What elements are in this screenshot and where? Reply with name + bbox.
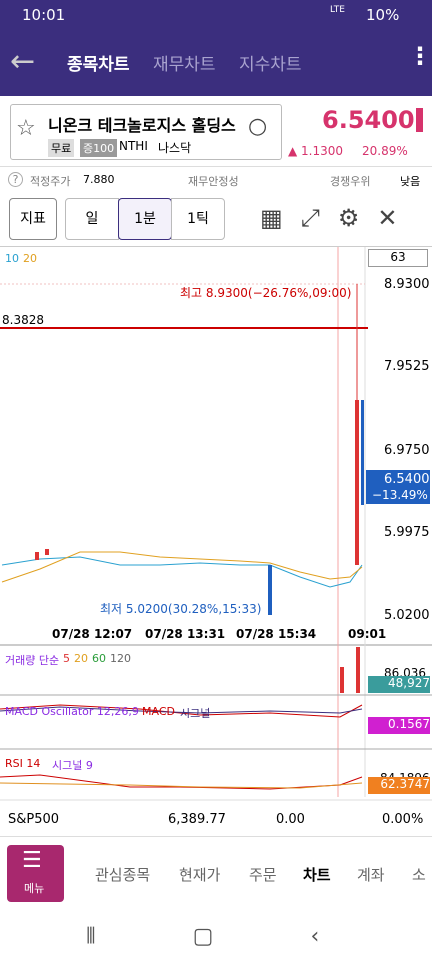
nav-item[interactable]: 소	[412, 866, 426, 884]
volume-ma: 120	[110, 652, 131, 665]
badge: 무료	[48, 139, 75, 157]
nav-item[interactable]: 현재가	[179, 866, 221, 884]
last-price: 6.5400	[384, 472, 430, 487]
menu-icon: ☰	[22, 848, 42, 873]
y-tick-label: 5.9975	[384, 525, 430, 540]
ma-line	[1, 551, 363, 583]
change-pct: 20.89%	[362, 144, 408, 158]
fair-label: 적정주가	[30, 175, 71, 188]
y-tick-label: 5.0200	[384, 608, 430, 623]
toolbar-button[interactable]: 일	[65, 198, 119, 240]
macd-label: MACD Oscillator 12,26,9	[5, 705, 139, 718]
more-button[interactable]: ⋮	[408, 42, 432, 70]
status-time: 10:01	[22, 6, 66, 24]
toolbar-button[interactable]: 1틱	[171, 198, 225, 240]
tab[interactable]: 종목차트	[67, 55, 130, 75]
status-lte: LTE	[330, 5, 345, 15]
help-icon[interactable]: ?	[8, 172, 23, 187]
count-box[interactable]: 63	[368, 249, 428, 267]
index-change: 0.00	[276, 812, 305, 827]
volume-bar	[356, 647, 360, 693]
price: 6.5400	[322, 106, 415, 134]
macd-name: MACD	[142, 705, 175, 718]
y-tick-label: 8.9300	[384, 277, 430, 292]
x-tick-label: 07/28 12:07	[52, 627, 133, 641]
price-bar	[416, 108, 423, 132]
toolbar-button[interactable]: 지표	[9, 198, 57, 240]
candle	[355, 400, 359, 565]
competitive: 경쟁우위	[330, 175, 371, 188]
status-battery: 10%	[366, 6, 400, 24]
stock-name: 니온크 테크놀로지스 홀딩스	[48, 116, 236, 135]
y-tick-label: 6.9750	[384, 443, 430, 458]
volume-label: 거래량 단순	[5, 654, 60, 667]
change: ▲ 1.1300	[288, 144, 344, 158]
candle	[35, 552, 39, 560]
toolbar-icons[interactable]: ▦⤢⚙✕	[260, 204, 416, 232]
tab[interactable]: 지수차트	[239, 55, 302, 75]
x-tick-label: 07/28 15:34	[236, 627, 317, 641]
divider	[0, 166, 432, 167]
system-nav[interactable]: ⦀ ▢ ‹	[86, 924, 320, 949]
rsi-last: 62.3747	[368, 777, 430, 794]
ma-label: 10	[5, 252, 19, 265]
candle	[361, 400, 364, 505]
index-name: S&P500	[8, 812, 60, 827]
header-bg	[0, 0, 432, 96]
high-label: 최고 8.9300(−26.76%,09:00)	[180, 286, 352, 300]
macd-last: 0.1567	[368, 717, 430, 734]
low-label: 최저 5.0200(30.28%,15:33)	[100, 602, 262, 616]
volume-last: 48,927	[368, 676, 430, 693]
last-box	[366, 470, 430, 504]
fair-value: 7.880	[83, 173, 115, 186]
badge: 증100	[80, 139, 118, 157]
index-pct: 0.00%	[382, 812, 424, 827]
ticker: NTHI	[119, 139, 148, 153]
candle	[45, 549, 49, 555]
level: 낮음	[400, 175, 421, 188]
nav-item[interactable]: 관심종목	[95, 866, 151, 884]
nav-item[interactable]: 주문	[249, 866, 277, 884]
volume-ma: 5	[63, 652, 70, 665]
menu-label: 메뉴	[24, 882, 45, 895]
index-value: 6,389.77	[168, 812, 226, 827]
x-tick-label: 07/28 13:31	[145, 627, 226, 641]
menu-button[interactable]	[7, 845, 64, 902]
macd-line	[0, 706, 363, 714]
star-icon[interactable]: ☆	[16, 116, 36, 141]
chart-area	[0, 247, 432, 801]
volume-ma: 20	[74, 652, 88, 665]
stock-box[interactable]	[10, 104, 282, 160]
rsi-line	[0, 782, 363, 789]
nav-item[interactable]: 차트	[303, 866, 331, 884]
last-pct: −13.49%	[372, 488, 428, 502]
ma-label: 20	[23, 252, 37, 265]
ma-line	[1, 556, 363, 588]
rsi-signal: 시그널 9	[52, 759, 93, 772]
macd-line	[0, 704, 363, 718]
volume-ma: 60	[92, 652, 106, 665]
reference-label: 8.3828	[2, 313, 44, 327]
search-icon[interactable]: ○	[248, 114, 268, 139]
toolbar-button[interactable]: 1분	[118, 198, 172, 240]
volume-bar	[340, 667, 344, 693]
x-tick-label: 09:01	[348, 627, 387, 641]
stability: 재무안정성	[188, 175, 239, 188]
candle	[268, 565, 272, 615]
back-button[interactable]: ←	[10, 44, 36, 79]
y-tick-label: 7.9525	[384, 359, 430, 374]
nav-item[interactable]: 계좌	[357, 866, 385, 884]
divider	[0, 246, 432, 247]
rsi-label: RSI 14	[5, 757, 41, 770]
tab[interactable]: 재무차트	[153, 55, 216, 75]
macd-signal: 시그널	[180, 707, 211, 720]
divider	[0, 836, 432, 837]
market: 나스닥	[158, 141, 192, 155]
